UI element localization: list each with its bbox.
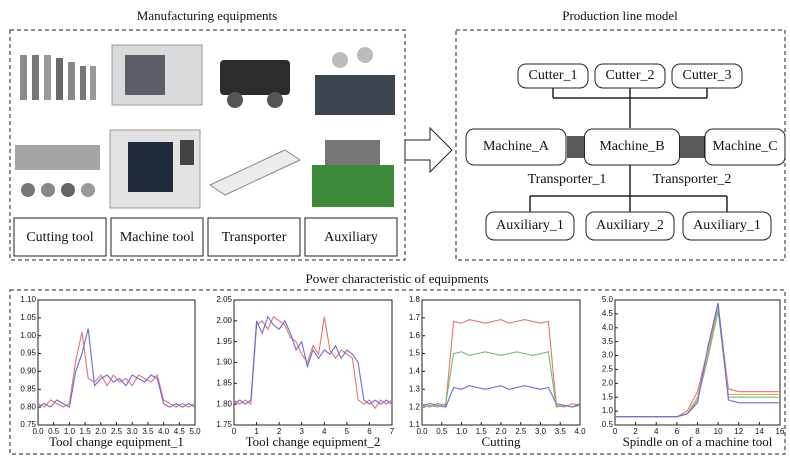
equipment-label: Transporter xyxy=(222,230,287,245)
y-tick-label: 1.95 xyxy=(216,337,232,346)
transporter-picture xyxy=(210,60,300,195)
node-label: Machine_A xyxy=(483,139,550,154)
node-label: Cutter_2 xyxy=(606,68,655,83)
equipment-label: Auxiliary xyxy=(324,230,378,245)
x-tick-label: 1.0 xyxy=(456,427,468,436)
x-tick-label: 0.5 xyxy=(436,427,448,436)
y-tick-label: 1.00 xyxy=(20,331,36,340)
y-tick-label: 1.7 xyxy=(409,313,421,322)
y-tick-label: 1.2 xyxy=(409,402,421,411)
x-tick-label: 0 xyxy=(613,427,618,436)
edge-label: Transporter_2 xyxy=(653,172,732,187)
y-tick-label: 1.90 xyxy=(216,358,232,367)
edge-label: Transporter_1 xyxy=(528,172,607,187)
x-tick-label: 0.0 xyxy=(32,427,44,436)
node-label: Cutter_1 xyxy=(529,68,578,83)
node-label: Auxiliary_2 xyxy=(596,218,664,233)
machine-tool-picture xyxy=(110,45,202,208)
y-tick-label: 1.80 xyxy=(216,399,232,408)
y-tick-label: 1.4 xyxy=(409,367,421,376)
x-tick-label: 0 xyxy=(232,427,237,436)
y-tick-label: 1.8 xyxy=(409,295,421,304)
node-label: Cutter_3 xyxy=(683,68,732,83)
y-tick-label: 5.0 xyxy=(602,295,614,304)
x-tick-label: 3.0 xyxy=(535,427,547,436)
y-tick-label: 1.85 xyxy=(216,378,232,387)
auxiliary-picture xyxy=(312,47,395,207)
y-tick-label: 0.80 xyxy=(20,402,36,411)
y-tick-label: 1.6 xyxy=(409,331,421,340)
y-tick-label: 2.0 xyxy=(602,378,614,387)
x-tick-label: 3.5 xyxy=(555,427,567,436)
y-tick-label: 0.85 xyxy=(20,384,36,393)
node-label: Machine_C xyxy=(712,139,777,154)
y-tick-label: 1.3 xyxy=(409,384,421,393)
chart-caption: Spindle on of a machine tool xyxy=(623,434,773,449)
node-label: Machine_B xyxy=(599,139,664,154)
y-tick-label: 4.5 xyxy=(602,309,614,318)
chart-caption: Tool change equipment_1 xyxy=(49,434,184,449)
cutting-tool-picture xyxy=(15,55,100,197)
y-tick-label: 2.00 xyxy=(216,316,232,325)
y-tick-label: 1.5 xyxy=(602,392,614,401)
chart-caption: Tool change equipment_2 xyxy=(246,434,381,449)
x-tick-label: 16 xyxy=(776,427,785,436)
chart-caption: Cutting xyxy=(481,434,521,449)
y-tick-label: 1.10 xyxy=(20,295,36,304)
y-tick-label: 2.5 xyxy=(602,365,614,374)
y-tick-label: 3.5 xyxy=(602,337,614,346)
y-tick-label: 4.0 xyxy=(602,323,614,332)
panel-title: Power characteristic of equipments xyxy=(305,271,488,286)
x-tick-label: 4.0 xyxy=(574,427,586,436)
y-tick-label: 2.05 xyxy=(216,295,232,304)
y-tick-label: 1.05 xyxy=(20,313,36,322)
figure: Manufacturing equipments Production line… xyxy=(0,0,790,457)
x-tick-label: 7 xyxy=(390,427,395,436)
y-tick-label: 0.90 xyxy=(20,367,36,376)
plot-frame xyxy=(615,300,780,425)
panel-title: Production line model xyxy=(562,8,678,23)
node-label: Auxiliary_1 xyxy=(496,218,564,233)
y-tick-label: 3.0 xyxy=(602,351,614,360)
equipment-label: Cutting tool xyxy=(26,230,93,245)
y-tick-label: 1.5 xyxy=(409,349,421,358)
y-tick-label: 1.75 xyxy=(216,420,232,429)
panel-title: Manufacturing equipments xyxy=(137,8,277,23)
equipment-label: Machine tool xyxy=(120,230,194,245)
plot-frame xyxy=(234,300,392,425)
node-label: Auxiliary_1 xyxy=(693,218,761,233)
arrow xyxy=(405,128,452,172)
y-tick-label: 1.0 xyxy=(602,406,614,415)
x-tick-label: 0.0 xyxy=(416,427,428,436)
y-tick-label: 0.95 xyxy=(20,349,36,358)
x-tick-label: 5.0 xyxy=(189,427,201,436)
